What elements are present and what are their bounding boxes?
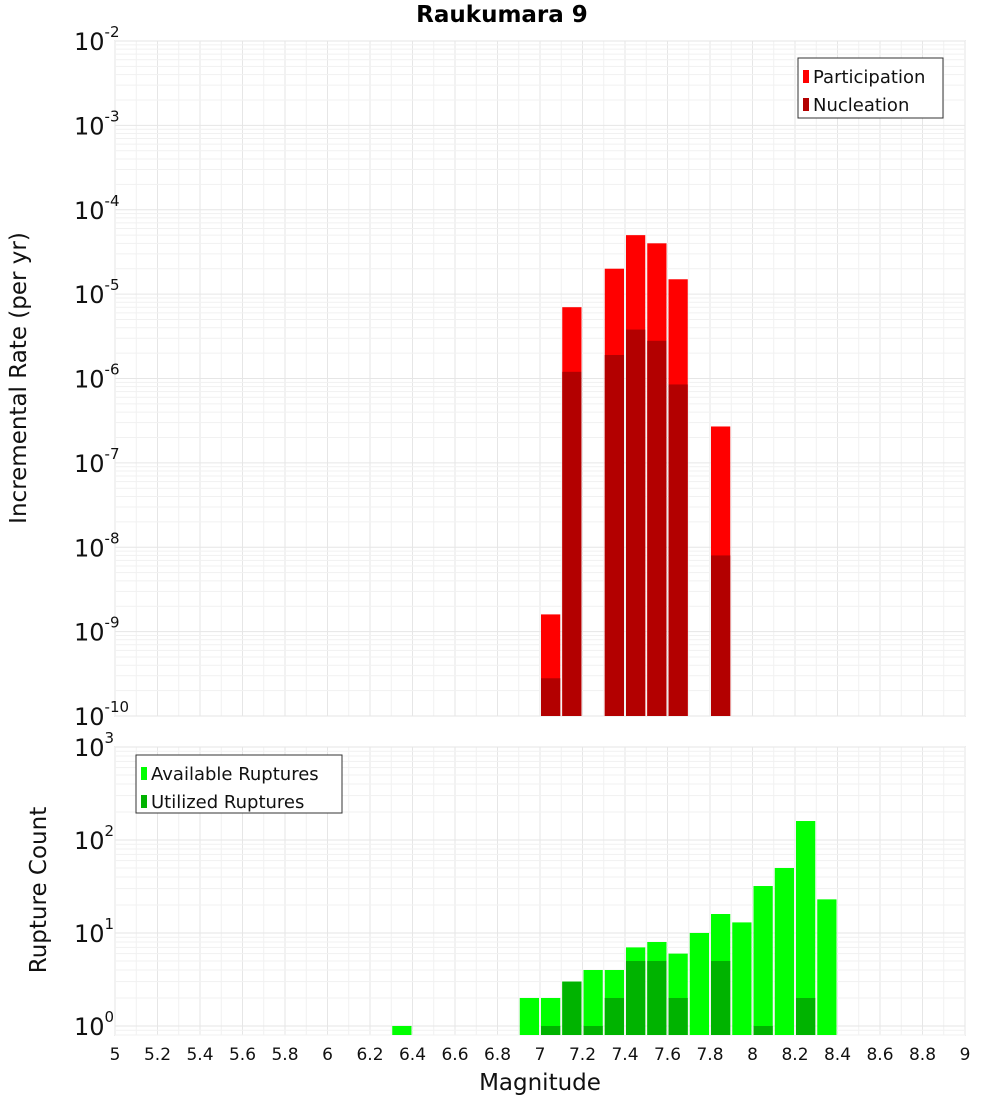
available-ruptures-bar bbox=[753, 886, 773, 1035]
count-x-tick-label: 8.6 bbox=[866, 1045, 893, 1065]
chart-title: Raukumara 9 bbox=[416, 2, 588, 28]
count-y-tick-label: 102 bbox=[74, 822, 114, 855]
rate-y-tick-label: 10-8 bbox=[74, 529, 120, 562]
count-x-tick-label: 8.8 bbox=[909, 1045, 936, 1065]
count-x-tick-label: 7.4 bbox=[611, 1045, 638, 1065]
utilized-ruptures-bar bbox=[562, 981, 582, 1035]
rate-y-tick-label: 10-3 bbox=[74, 107, 120, 140]
count-x-tick-label: 7 bbox=[535, 1045, 546, 1065]
rate-y-tick-label: 10-7 bbox=[74, 445, 120, 478]
rate-legend-swatch bbox=[803, 70, 809, 83]
top-y-axis-label: Incremental Rate (per yr) bbox=[6, 232, 32, 524]
rate-y-tick-label: 10-5 bbox=[74, 276, 120, 309]
count-legend-label: Available Ruptures bbox=[151, 764, 319, 785]
available-ruptures-bar bbox=[796, 821, 816, 1035]
count-x-tick-label: 7.6 bbox=[654, 1045, 681, 1065]
count-bars bbox=[392, 821, 837, 1035]
count-y-tick-label: 103 bbox=[74, 729, 114, 762]
nucleation-bar bbox=[541, 678, 561, 716]
rate-legend-box bbox=[797, 57, 944, 119]
rate-legend-label: Nucleation bbox=[813, 95, 909, 116]
rate-y-tick-label: 10-6 bbox=[74, 361, 120, 394]
utilized-ruptures-bar bbox=[604, 997, 624, 1035]
utilized-ruptures-bar bbox=[541, 1025, 561, 1035]
rate-bars bbox=[541, 235, 731, 717]
bottom-y-axis-label: Rupture Count bbox=[26, 807, 52, 973]
count-x-tick-label: 6 bbox=[322, 1045, 333, 1065]
available-ruptures-bar bbox=[817, 899, 837, 1035]
utilized-ruptures-bar bbox=[626, 960, 646, 1035]
available-ruptures-bar bbox=[392, 1025, 412, 1035]
utilized-ruptures-bar bbox=[583, 1025, 603, 1035]
count-x-tick-label: 7.8 bbox=[696, 1045, 723, 1065]
available-ruptures-bar bbox=[774, 867, 794, 1035]
available-ruptures-bar bbox=[519, 997, 539, 1035]
utilized-ruptures-bar bbox=[668, 997, 688, 1035]
utilized-ruptures-bar bbox=[711, 960, 731, 1035]
nucleation-bar bbox=[647, 340, 667, 716]
rate-legend-swatch bbox=[803, 98, 809, 111]
count-x-tick-label: 7.2 bbox=[569, 1045, 596, 1065]
nucleation-bar bbox=[668, 384, 688, 716]
count-x-tick-label: 9 bbox=[960, 1045, 971, 1065]
nucleation-bar bbox=[604, 354, 624, 716]
rate-y-tick-label: 10-2 bbox=[74, 23, 120, 56]
rate-panel: 10-10 10-9 10-8 10-7 10-6 10-5 10-4 10-3 10-2 Par… bbox=[74, 23, 966, 731]
count-legend-box bbox=[135, 754, 343, 814]
count-x-tick-label: 8 bbox=[747, 1045, 758, 1065]
available-ruptures-bar bbox=[689, 932, 709, 1035]
rate-y-tick-labels: 10-10 10-9 10-8 10-7 10-6 10-5 10-4 10-3 10-2 bbox=[74, 23, 129, 731]
x-axis-label: Magnitude bbox=[479, 1070, 601, 1096]
count-x-tick-label: 5.6 bbox=[229, 1045, 256, 1065]
count-y-tick-label: 100 bbox=[74, 1008, 114, 1041]
available-ruptures-bar bbox=[541, 997, 561, 1035]
rate-y-tick-label: 10-9 bbox=[74, 614, 120, 647]
utilized-ruptures-bar bbox=[753, 1025, 773, 1035]
nucleation-bar bbox=[626, 329, 646, 716]
rate-grid bbox=[114, 40, 966, 717]
utilized-ruptures-bar bbox=[796, 997, 816, 1035]
count-x-tick-labels: 5 5.2 5.4 5.6 5.8 6 6.2 6.4 6.6 6.8 7 7.2 7.4 7.6 7.8 8… bbox=[110, 1045, 971, 1065]
count-legend-swatch bbox=[141, 795, 147, 808]
count-y-tick-label: 101 bbox=[74, 915, 114, 948]
count-x-tick-label: 6.6 bbox=[441, 1045, 468, 1065]
utilized-ruptures-bar bbox=[647, 960, 667, 1035]
nucleation-bar bbox=[711, 555, 731, 716]
count-legend-label: Utilized Ruptures bbox=[151, 792, 304, 813]
count-x-tick-label: 5.4 bbox=[186, 1045, 213, 1065]
count-x-tick-label: 8.4 bbox=[824, 1045, 851, 1065]
count-y-tick-labels: 100 101 102 103 bbox=[74, 729, 114, 1041]
count-legend: Available Ruptures Utilized Ruptures bbox=[135, 754, 343, 814]
count-x-tick-label: 6.2 bbox=[356, 1045, 383, 1065]
count-x-tick-label: 8.2 bbox=[781, 1045, 808, 1065]
count-x-tick-label: 5.8 bbox=[271, 1045, 298, 1065]
count-x-tick-label: 6.4 bbox=[399, 1045, 426, 1065]
rate-y-tick-label: 10-4 bbox=[74, 192, 120, 225]
rate-legend: Participation Nucleation bbox=[797, 57, 944, 119]
nucleation-bar bbox=[562, 371, 582, 716]
count-x-tick-label: 6.8 bbox=[484, 1045, 511, 1065]
rate-legend-label: Participation bbox=[813, 67, 925, 88]
count-x-tick-label: 5 bbox=[110, 1045, 121, 1065]
rate-y-tick-label: 10-10 bbox=[74, 698, 129, 731]
count-legend-swatch bbox=[141, 767, 147, 780]
available-ruptures-bar bbox=[732, 922, 752, 1035]
count-x-tick-label: 5.2 bbox=[144, 1045, 171, 1065]
rupture-count-panel: 100 101 102 103 5 5.2 5.4 5.6 5.8 6 6.2 6.4 6.6 6.8 7 7… bbox=[74, 729, 970, 1065]
available-ruptures-bar bbox=[583, 969, 603, 1035]
